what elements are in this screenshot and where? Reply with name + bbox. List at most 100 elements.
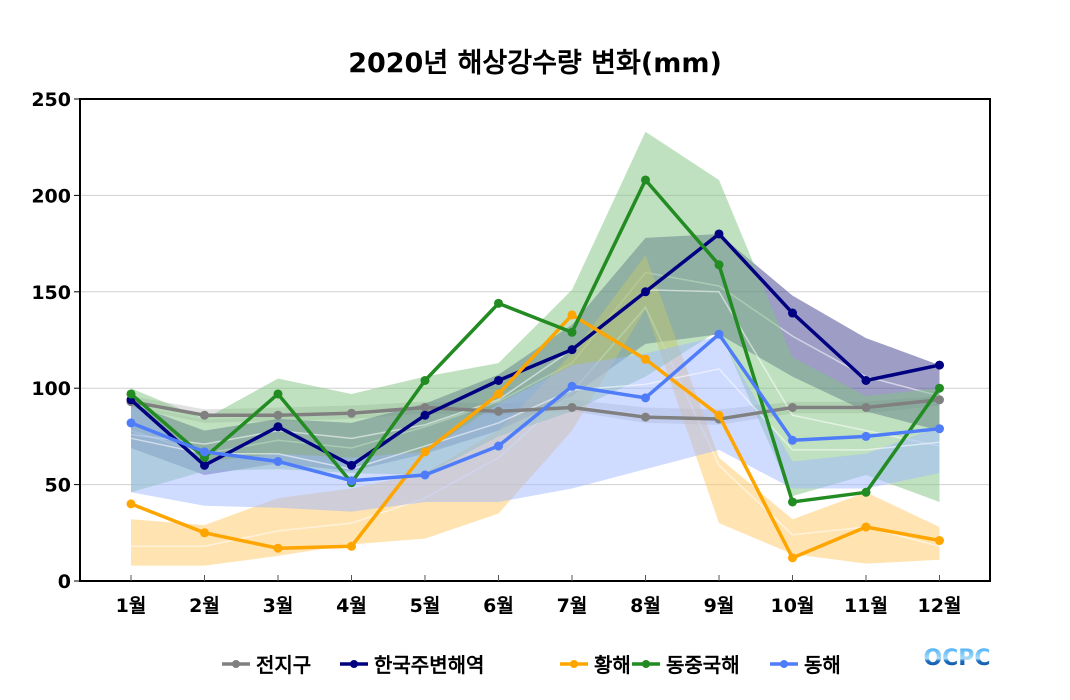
- legend-item: 한국주변해역: [340, 653, 484, 677]
- band-3: [131, 131, 940, 502]
- y-tick-label: 50: [45, 475, 71, 497]
- data-point: [788, 497, 797, 507]
- data-point: [494, 375, 503, 385]
- series-line: [129, 232, 940, 468]
- legend-marker: [642, 660, 650, 668]
- x-tick-label: 3월: [263, 595, 294, 617]
- data-point: [126, 418, 136, 428]
- plot-frame: [79, 98, 991, 582]
- data-point: [641, 412, 650, 422]
- series-1: [126, 229, 944, 470]
- x-tick-label: 11월: [844, 595, 888, 617]
- data-point: [273, 389, 283, 399]
- confidence-bands: [130, 131, 940, 566]
- data-point: [714, 260, 724, 270]
- legend-marker: [570, 660, 578, 668]
- data-point: [935, 395, 944, 405]
- x-tick-label: 9월: [704, 595, 735, 617]
- x-tick-label: 7월: [557, 595, 588, 617]
- x-axis: 1월 2월 3월 4월 5월 6월 7월 8월 9월 10월 11월 12월: [116, 575, 962, 617]
- x-tick-label: 6월: [483, 595, 514, 617]
- series-line: [130, 398, 940, 421]
- series-lines: [126, 175, 944, 563]
- legend-marker: [350, 660, 358, 668]
- y-tick-label: 150: [31, 282, 71, 304]
- x-tick-label: 1월: [116, 595, 147, 617]
- data-point: [861, 375, 871, 385]
- data-point: [567, 345, 577, 355]
- data-point: [494, 441, 503, 451]
- data-point: [641, 354, 650, 364]
- legend-marker: [780, 660, 788, 668]
- data-point: [714, 329, 724, 339]
- data-point: [567, 381, 577, 391]
- data-point: [347, 541, 356, 551]
- data-point: [788, 308, 797, 318]
- legend-label: 동해: [804, 653, 841, 677]
- data-point: [200, 528, 209, 538]
- data-point: [567, 327, 577, 337]
- y-tick-label: 100: [31, 378, 71, 400]
- data-point: [861, 402, 871, 412]
- data-point: [935, 360, 944, 370]
- data-point: [420, 375, 430, 385]
- band-4: [131, 336, 940, 512]
- x-tick-label: 12월: [918, 595, 962, 617]
- legend-label: 황해: [594, 653, 631, 677]
- data-point: [347, 460, 356, 470]
- series-line: [130, 313, 940, 560]
- x-tick-label: 8월: [630, 595, 661, 617]
- y-tick-label: 0: [58, 571, 71, 593]
- series-line: [129, 178, 941, 504]
- series-2: [126, 310, 944, 563]
- legend: 전지구 한국주변해역 황해 동중국해 동해: [222, 653, 841, 677]
- data-point: [273, 543, 283, 553]
- data-point: [200, 410, 209, 420]
- data-point: [567, 310, 577, 320]
- data-point: [347, 408, 356, 418]
- data-point: [788, 402, 797, 412]
- data-point: [200, 460, 209, 470]
- data-point: [273, 422, 283, 432]
- data-point: [494, 298, 503, 308]
- y-tick-label: 250: [31, 89, 71, 111]
- data-point: [714, 410, 724, 420]
- series-3: [126, 175, 944, 507]
- x-tick-label: 5월: [410, 595, 441, 617]
- data-point: [126, 499, 136, 509]
- data-point: [714, 229, 724, 239]
- y-axis: 0 50 100 150 200 250: [31, 89, 80, 593]
- data-point: [641, 287, 650, 297]
- data-point: [420, 410, 430, 420]
- data-point: [494, 389, 503, 399]
- legend-marker: [232, 660, 240, 668]
- x-tick-label: 10월: [771, 595, 815, 617]
- data-point: [935, 536, 944, 546]
- data-point: [935, 424, 944, 434]
- data-point: [347, 476, 356, 486]
- band-mean-4: [130, 368, 940, 470]
- chart-title: 2020년 해상강수량 변화(mm): [348, 48, 722, 79]
- legend-item: 동중국해: [632, 653, 740, 677]
- legend-item: 황해: [560, 653, 631, 677]
- data-point: [420, 447, 430, 457]
- x-tick-label: 2월: [189, 595, 220, 617]
- data-point: [200, 447, 209, 457]
- data-point: [788, 553, 797, 563]
- series-line: [130, 332, 940, 483]
- data-point: [273, 456, 283, 466]
- data-point: [420, 402, 430, 412]
- data-point: [641, 393, 650, 403]
- logo-text: OCPC: [923, 646, 990, 671]
- legend-label: 동중국해: [666, 653, 740, 677]
- y-tick-label: 200: [31, 185, 71, 207]
- legend-label: 전지구: [256, 653, 311, 677]
- data-point: [788, 435, 797, 445]
- legend-item: 전지구: [222, 653, 311, 677]
- data-point: [126, 389, 136, 399]
- data-point: [494, 406, 503, 416]
- data-point: [420, 470, 430, 480]
- legend-item: 동해: [770, 653, 841, 677]
- ocpc-logo: OCPC: [923, 646, 990, 671]
